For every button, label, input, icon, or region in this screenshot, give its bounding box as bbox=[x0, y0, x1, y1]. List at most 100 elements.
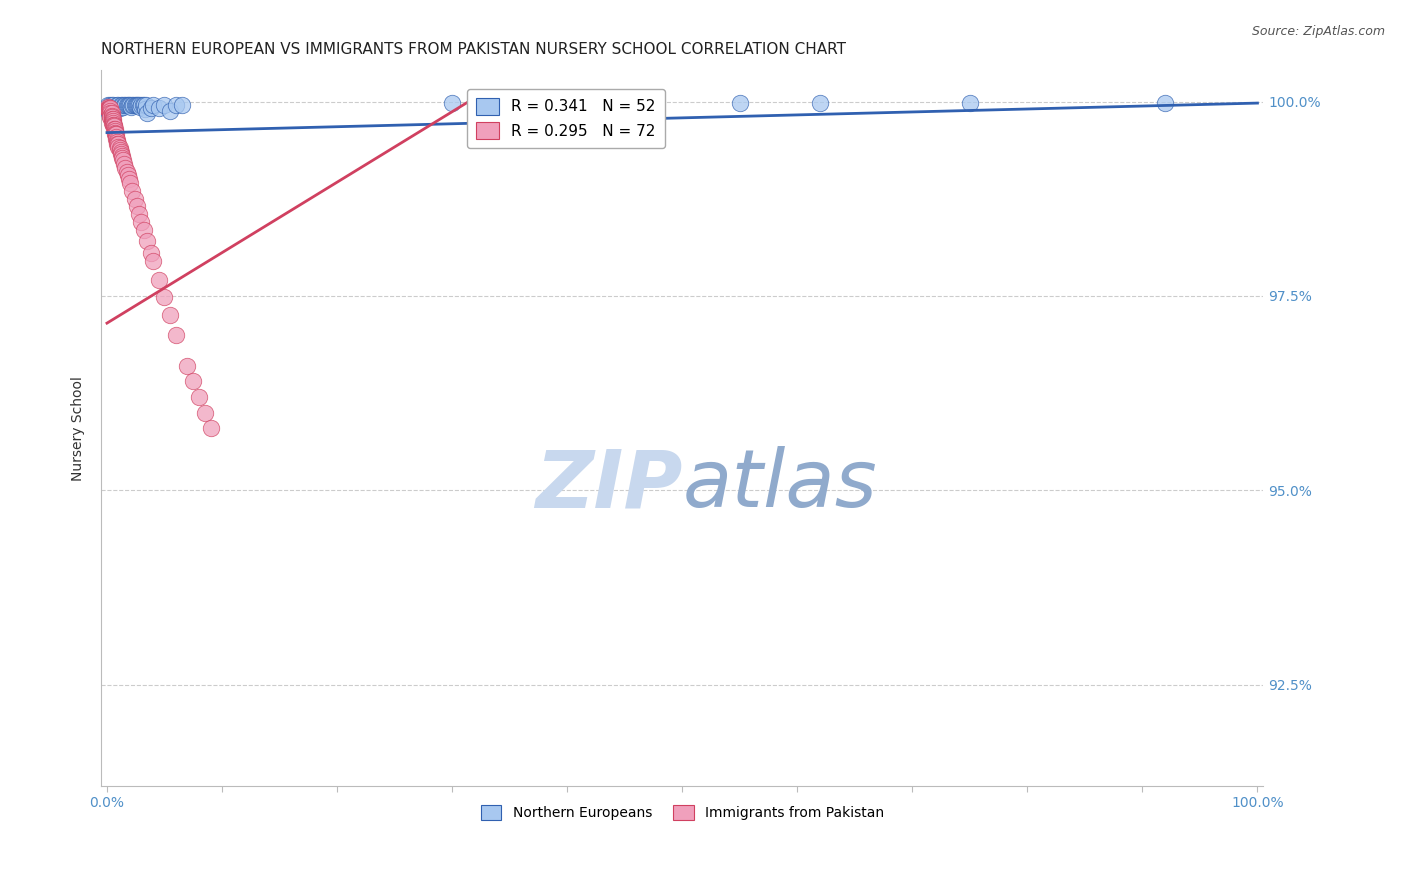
Point bbox=[100, 116, 122, 130]
Point bbox=[110, 98, 132, 112]
Point bbox=[107, 98, 129, 112]
Point bbox=[100, 109, 122, 123]
Point bbox=[153, 290, 176, 304]
Point bbox=[98, 103, 121, 117]
Point bbox=[104, 124, 127, 138]
Point bbox=[97, 103, 120, 117]
Point bbox=[131, 98, 153, 112]
Point bbox=[112, 98, 135, 112]
Point bbox=[115, 164, 138, 178]
Point bbox=[104, 101, 127, 115]
Point bbox=[100, 101, 122, 115]
Text: atlas: atlas bbox=[682, 446, 877, 524]
Point bbox=[111, 98, 134, 112]
Point bbox=[100, 112, 122, 126]
Point bbox=[129, 100, 152, 114]
Point bbox=[108, 143, 131, 157]
Legend: Northern Europeans, Immigrants from Pakistan: Northern Europeans, Immigrants from Paki… bbox=[475, 799, 890, 825]
Point bbox=[105, 127, 128, 141]
Point bbox=[127, 98, 149, 112]
Point bbox=[110, 145, 132, 159]
Point bbox=[97, 101, 120, 115]
Point bbox=[112, 100, 135, 114]
Point bbox=[181, 375, 204, 389]
Point bbox=[122, 98, 145, 112]
Point bbox=[200, 421, 222, 435]
Point bbox=[103, 103, 125, 117]
Point bbox=[176, 359, 198, 373]
Point bbox=[728, 96, 751, 111]
Point bbox=[124, 98, 146, 112]
Point bbox=[105, 132, 128, 146]
Point bbox=[114, 161, 136, 175]
Point bbox=[118, 98, 141, 112]
Point bbox=[101, 98, 124, 112]
Point bbox=[100, 98, 122, 112]
Point bbox=[121, 98, 143, 112]
Point bbox=[142, 98, 165, 112]
Point bbox=[105, 98, 128, 112]
Point bbox=[101, 103, 124, 117]
Point bbox=[100, 106, 122, 120]
Point bbox=[111, 151, 134, 165]
Point bbox=[128, 98, 150, 112]
Point bbox=[100, 114, 122, 128]
Point bbox=[114, 98, 136, 112]
Point bbox=[100, 103, 122, 118]
Point bbox=[139, 101, 162, 115]
Point bbox=[98, 101, 121, 115]
Point bbox=[107, 139, 129, 153]
Point bbox=[136, 235, 159, 249]
Point bbox=[100, 103, 122, 117]
Point bbox=[120, 100, 142, 114]
Point bbox=[101, 116, 124, 130]
Point bbox=[159, 309, 181, 323]
Point bbox=[96, 103, 118, 117]
Point bbox=[101, 114, 124, 128]
Point bbox=[118, 98, 141, 112]
Point bbox=[108, 101, 131, 115]
Point bbox=[118, 176, 141, 190]
Point bbox=[121, 184, 143, 198]
Text: NORTHERN EUROPEAN VS IMMIGRANTS FROM PAKISTAN NURSERY SCHOOL CORRELATION CHART: NORTHERN EUROPEAN VS IMMIGRANTS FROM PAK… bbox=[101, 42, 846, 57]
Point bbox=[555, 96, 578, 111]
Point bbox=[100, 110, 122, 124]
Point bbox=[110, 147, 132, 161]
Point bbox=[105, 133, 128, 147]
Text: Source: ZipAtlas.com: Source: ZipAtlas.com bbox=[1251, 25, 1385, 38]
Point bbox=[103, 121, 125, 136]
Y-axis label: Nursery School: Nursery School bbox=[72, 376, 86, 481]
Point bbox=[188, 390, 211, 404]
Text: ZIP: ZIP bbox=[534, 446, 682, 524]
Point bbox=[111, 149, 134, 163]
Point bbox=[98, 103, 121, 117]
Point bbox=[100, 103, 122, 117]
Point bbox=[148, 101, 170, 115]
Point bbox=[131, 215, 153, 229]
Point bbox=[808, 96, 831, 111]
Point bbox=[125, 98, 148, 112]
Point bbox=[117, 169, 139, 183]
Point bbox=[117, 98, 139, 112]
Point bbox=[959, 96, 981, 111]
Point bbox=[108, 141, 131, 155]
Point bbox=[132, 98, 155, 112]
Point bbox=[97, 98, 120, 112]
Point bbox=[101, 112, 124, 126]
Point bbox=[105, 135, 128, 149]
Point bbox=[131, 98, 153, 112]
Point bbox=[136, 106, 159, 120]
Point bbox=[135, 98, 157, 112]
Point bbox=[153, 98, 176, 112]
Point bbox=[194, 406, 217, 420]
Point bbox=[159, 103, 181, 118]
Point bbox=[101, 118, 124, 132]
Point bbox=[165, 327, 187, 342]
Point bbox=[134, 103, 156, 117]
Point bbox=[104, 127, 127, 141]
Point bbox=[139, 246, 162, 260]
Point bbox=[118, 172, 141, 186]
Point bbox=[170, 98, 193, 112]
Point bbox=[148, 273, 170, 287]
Point bbox=[105, 103, 128, 117]
